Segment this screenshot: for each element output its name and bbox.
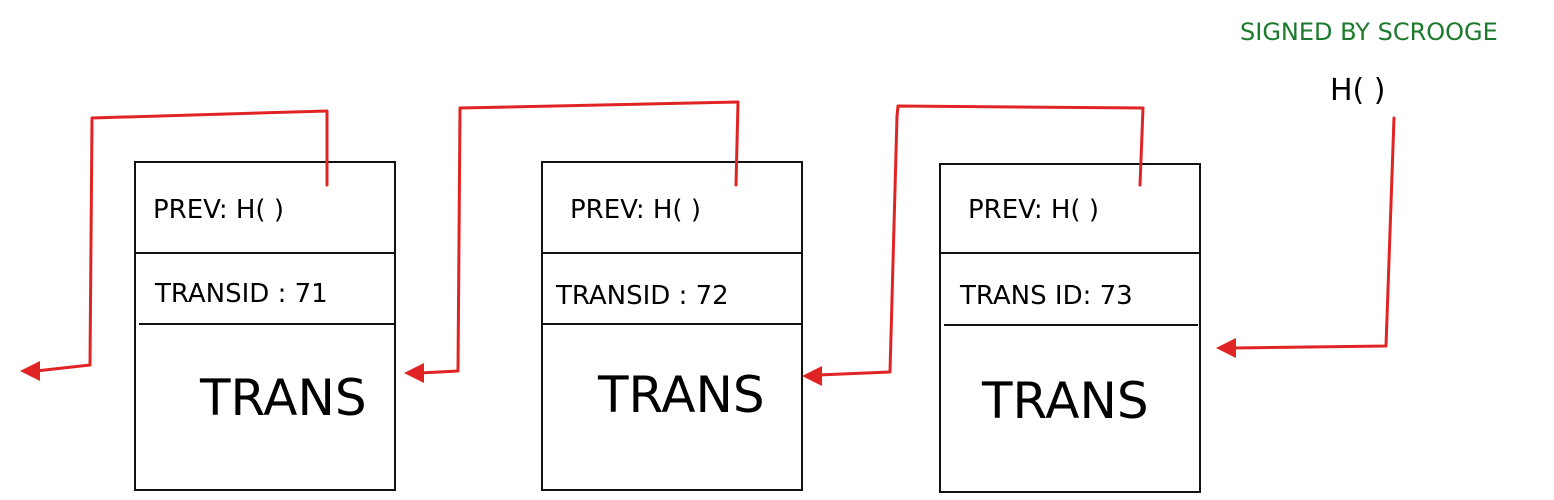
block-3-frame (939, 163, 1201, 493)
pointer-block-2-to-block-1 (418, 100, 740, 375)
block-1-prev-label: PREV: H( ) (153, 195, 284, 225)
pointer-head-to-block-3 (1232, 116, 1396, 350)
block-2-prev-label: PREV: H( ) (570, 195, 701, 225)
block-1-transid-label: TRANSID : 71 (154, 279, 328, 309)
arrowhead-block-1 (404, 363, 424, 383)
block-1: PREV: H( ) TRANSID : 71 TRANS (134, 161, 396, 491)
block-2-body-label: TRANS (597, 366, 765, 424)
pointer-block-1-to-previous (34, 109, 329, 373)
arrowhead-block-3 (1216, 338, 1236, 358)
signed-by-scrooge-caption: SIGNED BY SCROOGE (1240, 18, 1498, 46)
pointer-block-3-to-block-2 (816, 104, 1145, 377)
arrowhead-previous (20, 361, 40, 381)
arrowhead-block-2 (802, 366, 822, 386)
block-2: PREV: H( ) TRANSID : 72 TRANS (541, 161, 803, 491)
block-1-body-label: TRANS (199, 369, 367, 427)
block-3-prev-label: PREV: H( ) (968, 195, 1099, 225)
block-1-frame (134, 161, 396, 491)
block-3-body-label: TRANS (981, 372, 1149, 430)
block-3-transid-label: TRANS ID: 73 (959, 281, 1133, 311)
block-2-frame (541, 161, 803, 491)
block-3: PREV: H( ) TRANS ID: 73 TRANS (939, 163, 1201, 493)
block-2-transid-label: TRANSID : 72 (555, 281, 729, 311)
hash-pointers (20, 100, 1396, 386)
head-hash-label: H( ) (1330, 73, 1386, 108)
